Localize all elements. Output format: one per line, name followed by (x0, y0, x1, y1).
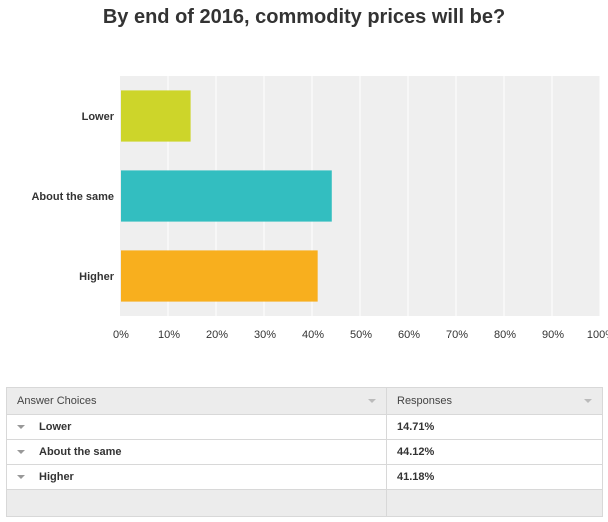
x-tick-label: 100% (587, 329, 608, 341)
x-tick-label: 40% (302, 329, 324, 341)
answer-choice-cell: Lower (6, 414, 387, 440)
table-row: About the same 44.12% (6, 439, 603, 465)
table-footer-row (6, 489, 603, 517)
x-tick-label: 30% (254, 329, 276, 341)
x-tick-label: 60% (398, 329, 420, 341)
response-percent: 14.71% (386, 414, 603, 440)
x-tick-label: 10% (158, 329, 180, 341)
chart-title: By end of 2016, commodity prices will be… (102, 6, 506, 28)
x-tick-label: 0% (113, 329, 129, 341)
column-header-label: Answer Choices (17, 395, 97, 407)
column-header-label: Responses (397, 395, 453, 407)
table-row: Higher 41.18% (6, 464, 603, 490)
sort-arrow-icon[interactable] (368, 399, 376, 403)
response-percent: 41.18% (386, 464, 603, 490)
results-table: Answer Choices Responses Lower 14.71% Ab… (6, 387, 603, 517)
category-label: Higher (79, 271, 115, 283)
column-header-responses[interactable]: Responses (386, 387, 603, 415)
bar (121, 250, 318, 302)
expand-arrow-icon[interactable] (17, 474, 25, 479)
answer-choice-cell: About the same (6, 439, 387, 465)
category-label: About the same (31, 191, 114, 203)
table-header-row: Answer Choices Responses (6, 387, 603, 415)
category-label: Lower (82, 111, 115, 123)
bar-chart: 0% 10% 20% 30% 40% 50% 60% 70% 80% 90% 100% Lower Ab… (31, 76, 608, 341)
x-tick-label: 70% (446, 329, 468, 341)
answer-choice-text: Lower (39, 421, 72, 434)
column-header-answer-choices[interactable]: Answer Choices (6, 387, 387, 415)
x-tick-label: 20% (206, 329, 228, 341)
x-tick-label: 50% (350, 329, 372, 341)
bar (121, 170, 332, 222)
table-footer-cell (386, 489, 603, 517)
x-tick-label: 90% (542, 329, 564, 341)
answer-choice-cell: Higher (6, 464, 387, 490)
table-row: Lower 14.71% (6, 414, 603, 440)
response-percent: 44.12% (386, 439, 603, 465)
answer-choice-text: Higher (39, 471, 74, 484)
expand-arrow-icon[interactable] (17, 449, 25, 454)
answer-choice-text: About the same (39, 446, 122, 459)
bar (121, 90, 191, 142)
sort-arrow-icon[interactable] (584, 399, 592, 403)
table-footer-cell (6, 489, 387, 517)
x-tick-label: 80% (494, 329, 516, 341)
expand-arrow-icon[interactable] (17, 424, 25, 429)
